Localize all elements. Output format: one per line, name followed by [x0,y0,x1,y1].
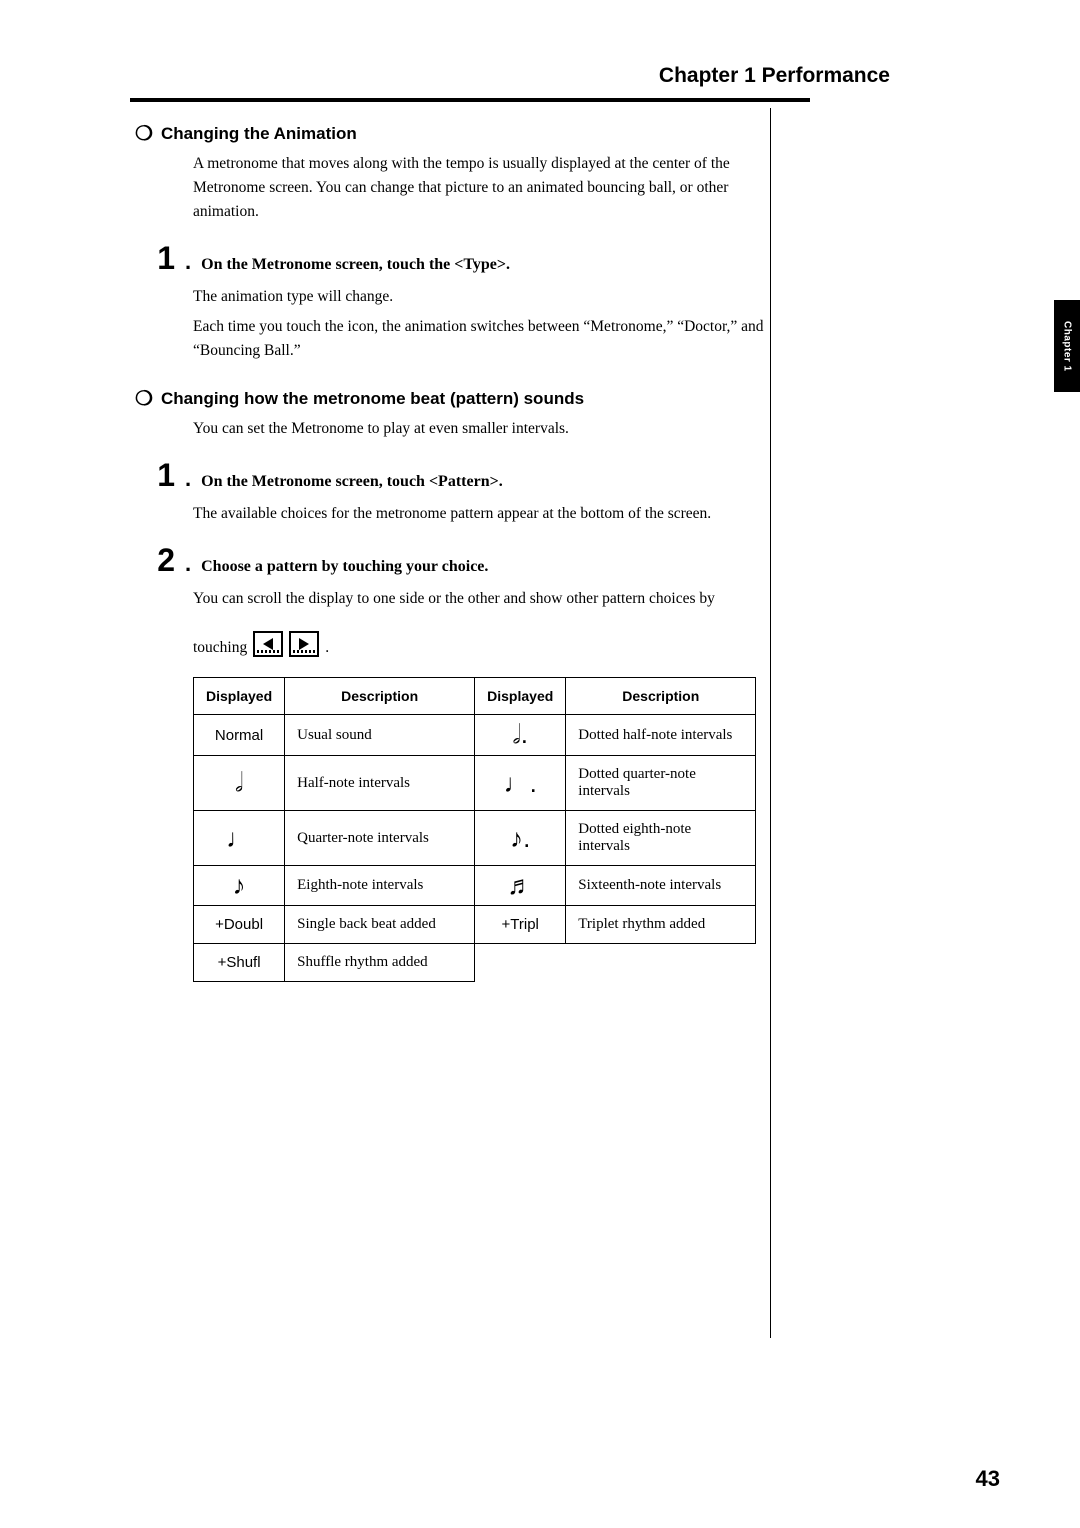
chapter-header: Chapter 1 Performance [80,64,1000,88]
header-rule [130,98,810,102]
main-content: ❍ Changing the Animation A metronome tha… [135,124,775,982]
cell-displayed: +Shufl [194,944,285,982]
touching-line: touching . [193,631,775,657]
step-dot: . [185,551,191,577]
table-row: +DoublSingle back beat added+TriplTriple… [194,906,756,944]
cell-description: Dotted half-note intervals [566,715,756,756]
cell-displayed: +Doubl [194,906,285,944]
step-pattern-1: 1 . On the Metronome screen, touch <Patt… [135,459,775,494]
th-description: Description [285,678,475,715]
cell-description: Eighth-note intervals [285,866,475,906]
table-row: 𝅗𝅥Half-note intervals♩.Dotted quarter-not… [194,756,756,811]
step-instruction: Choose a pattern by touching your choice… [201,549,488,579]
table-row: NormalUsual sound𝅗𝅥.Dotted half-note inte… [194,715,756,756]
cell-description: Half-note intervals [285,756,475,811]
cell-description: Triplet rhythm added [566,906,756,944]
scroll-left-icon[interactable] [253,631,283,657]
cell-description: Dotted eighth-note intervals [566,811,756,866]
cell-displayed: ♩ [194,811,285,866]
cell-description: Single back beat added [285,906,475,944]
chapter-side-tab: Chapter 1 [1054,300,1080,392]
scroll-right-icon[interactable] [289,631,319,657]
bullet-icon: ❍ [135,124,153,144]
th-displayed: Displayed [475,678,566,715]
step-dot: . [185,466,191,492]
step-instruction: On the Metronome screen, touch the <Type… [201,247,510,277]
page-number: 43 [976,1466,1000,1492]
section-heading-animation: ❍ Changing the Animation [135,124,775,144]
cell-displayed: ♪ [194,866,285,906]
cell-description: Quarter-note intervals [285,811,475,866]
step-body: The available choices for the metronome … [193,502,775,526]
step-number: 2 [135,544,175,576]
cell-displayed: ♩. [475,756,566,811]
step-number: 1 [135,242,175,274]
table-row: ♪Eighth-note intervals♬Sixteenth-note in… [194,866,756,906]
step-number: 1 [135,459,175,491]
step-body: The animation type will change. [193,285,775,309]
vertical-divider [770,108,771,1338]
page-container: Chapter 1 Performance ❍ Changing the Ani… [0,0,1080,1528]
th-displayed: Displayed [194,678,285,715]
pattern-table: Displayed Description Displayed Descript… [193,677,756,982]
step-pattern-2: 2 . Choose a pattern by touching your ch… [135,544,775,579]
cell-description: Sixteenth-note intervals [566,866,756,906]
animation-intro: A metronome that moves along with the te… [193,152,775,224]
touching-word: touching [193,639,247,657]
cell-displayed: 𝅗𝅥. [475,715,566,756]
cell-description: Usual sound [285,715,475,756]
cell-displayed: ♬ [475,866,566,906]
cell-description: Shuffle rhythm added [285,944,475,982]
bullet-icon: ❍ [135,389,153,409]
table-row: +ShuflShuffle rhythm added [194,944,756,982]
cell-displayed: Normal [194,715,285,756]
step-instruction: On the Metronome screen, touch <Pattern>… [201,464,503,494]
cell-displayed: ♪. [475,811,566,866]
step-anim-1: 1 . On the Metronome screen, touch the <… [135,242,775,277]
th-description: Description [566,678,756,715]
table-row: ♩Quarter-note intervals♪.Dotted eighth-n… [194,811,756,866]
heading-text: Changing the Animation [161,124,357,144]
pattern-intro: You can set the Metronome to play at eve… [193,417,775,441]
touching-period: . [325,639,329,657]
step-body: You can scroll the display to one side o… [193,587,775,611]
heading-text: Changing how the metronome beat (pattern… [161,389,584,409]
cell-description: Dotted quarter-note intervals [566,756,756,811]
table-header-row: Displayed Description Displayed Descript… [194,678,756,715]
step-dot: . [185,249,191,275]
cell-displayed: +Tripl [475,906,566,944]
cell-displayed: 𝅗𝅥 [194,756,285,811]
section-heading-pattern: ❍ Changing how the metronome beat (patte… [135,389,775,409]
step-body: Each time you touch the icon, the animat… [193,315,775,363]
